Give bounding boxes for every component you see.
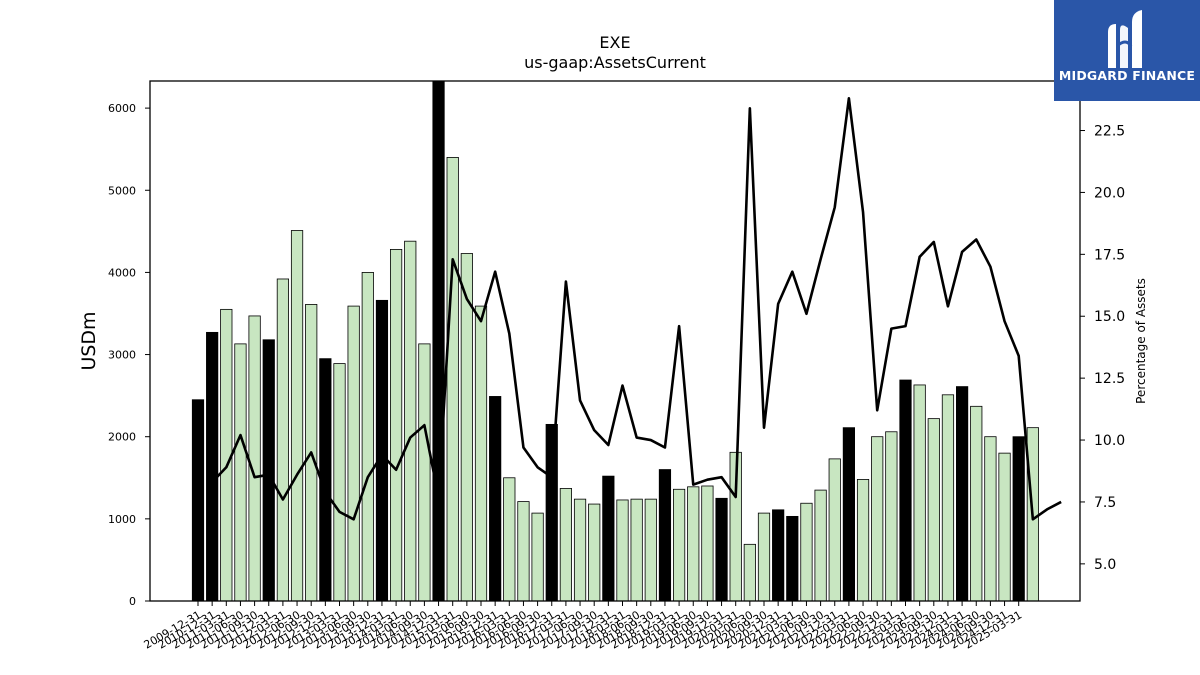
bar bbox=[602, 475, 615, 602]
bar bbox=[489, 396, 502, 602]
y-axis-ticks: 0 1000 2000 3000 4000 5000 6000 bbox=[108, 102, 150, 608]
bar bbox=[573, 498, 587, 602]
bar bbox=[998, 452, 1011, 602]
bar bbox=[545, 423, 558, 602]
bar bbox=[276, 278, 290, 602]
y2-tick-label: 15.0 bbox=[1094, 309, 1125, 325]
bar bbox=[658, 469, 672, 602]
bar bbox=[262, 339, 275, 602]
bar bbox=[941, 394, 955, 602]
bar bbox=[191, 399, 205, 602]
bar bbox=[389, 248, 403, 602]
bar bbox=[474, 305, 488, 602]
y2-axis-label: Percentage of Assets bbox=[1134, 278, 1148, 404]
bar bbox=[772, 509, 785, 602]
bar bbox=[517, 501, 530, 602]
bar bbox=[333, 363, 346, 602]
percentage-of-assets-line bbox=[211, 97, 1062, 521]
bar bbox=[644, 498, 657, 602]
bar bbox=[956, 386, 969, 602]
bar bbox=[418, 343, 431, 602]
bar bbox=[206, 331, 219, 602]
brand-name: MIDGARD FINANCE bbox=[1058, 68, 1196, 83]
bar bbox=[842, 427, 856, 602]
bar bbox=[503, 477, 516, 602]
y-tick-label: 1000 bbox=[108, 513, 136, 526]
y-tick-label: 4000 bbox=[108, 266, 136, 279]
y-tick-label: 2000 bbox=[108, 431, 136, 444]
bar bbox=[800, 502, 813, 602]
bar bbox=[361, 272, 374, 602]
bar bbox=[375, 299, 389, 602]
bar bbox=[786, 515, 799, 602]
x-axis-ticks: 2009-12-312010-12-312011-03-312011-06-30… bbox=[142, 601, 1024, 652]
y2-tick-label: 12.5 bbox=[1094, 371, 1125, 387]
y2-axis-ticks: 5.0 7.5 10.0 12.5 15.0 17.5 20.0 22.5 bbox=[1080, 124, 1125, 573]
bar bbox=[899, 379, 912, 602]
chart-title: EXE bbox=[599, 33, 630, 52]
y2-tick-label: 22.5 bbox=[1094, 124, 1125, 140]
brand-logo: MIDGARD FINANCE bbox=[1054, 0, 1200, 101]
bar bbox=[871, 436, 884, 602]
bar bbox=[616, 499, 629, 602]
y-tick-label: 5000 bbox=[108, 184, 136, 197]
bar bbox=[885, 431, 898, 602]
y2-tick-label: 10.0 bbox=[1094, 433, 1125, 449]
bar bbox=[531, 512, 544, 602]
bar bbox=[687, 486, 700, 602]
bar bbox=[673, 488, 686, 602]
bar bbox=[630, 498, 643, 602]
bar bbox=[559, 488, 573, 602]
bar bbox=[970, 405, 983, 602]
y2-tick-label: 5.0 bbox=[1094, 557, 1116, 573]
y-tick-label: 3000 bbox=[108, 349, 136, 362]
bar bbox=[290, 230, 304, 602]
bar bbox=[913, 384, 926, 602]
y2-tick-label: 17.5 bbox=[1094, 247, 1125, 263]
bar bbox=[715, 497, 728, 602]
bar bbox=[432, 80, 445, 602]
bar bbox=[248, 315, 261, 602]
bar bbox=[347, 305, 360, 602]
bar bbox=[743, 543, 756, 602]
y2-tick-label: 7.5 bbox=[1094, 495, 1116, 511]
bar bbox=[701, 485, 714, 602]
bar bbox=[856, 479, 870, 602]
bars-group bbox=[191, 80, 1039, 602]
midgard-logo-icon bbox=[1108, 10, 1142, 68]
bar bbox=[927, 418, 940, 602]
y-tick-label: 0 bbox=[129, 595, 136, 608]
y-tick-label: 6000 bbox=[108, 102, 136, 115]
bar bbox=[984, 436, 997, 602]
y-axis-label: USDm bbox=[78, 311, 100, 370]
bar bbox=[828, 458, 841, 602]
bar bbox=[757, 512, 771, 602]
bar bbox=[814, 489, 827, 602]
bar bbox=[404, 240, 417, 602]
bar bbox=[588, 503, 601, 602]
bar bbox=[446, 156, 459, 602]
bar bbox=[234, 343, 247, 602]
y2-tick-label: 20.0 bbox=[1094, 185, 1125, 201]
bar bbox=[1012, 436, 1025, 602]
chart-subtitle: us-gaap:AssetsCurrent bbox=[524, 53, 706, 72]
plot-frame bbox=[149, 80, 1081, 602]
